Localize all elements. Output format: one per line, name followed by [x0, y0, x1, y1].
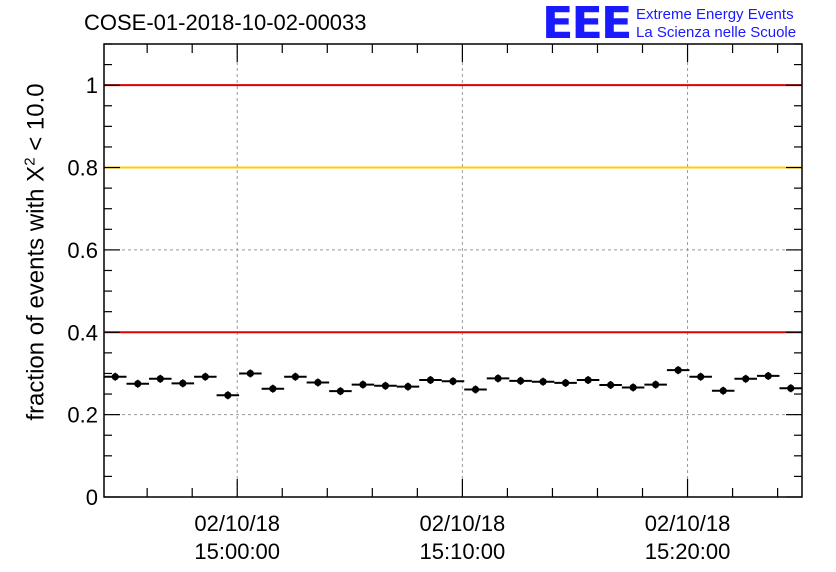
data-point	[674, 366, 682, 374]
data-point	[426, 376, 435, 384]
y-axis-label: fraction of events with X2 < 10.0	[22, 83, 51, 420]
y-tick-label: 1	[86, 73, 98, 98]
data-point	[629, 383, 637, 392]
tick-labels: 0 0.2 0.4 0.6 0.8 1 02/10/18 15:00:00 02/10/18 15…	[67, 73, 730, 564]
data-point	[652, 380, 660, 389]
chart-title: COSE-01-2018-10-02-00033	[84, 10, 367, 35]
reference-lines	[104, 84, 802, 334]
x-tick-label-date: 02/10/18	[420, 511, 506, 536]
y-tick-label: 0	[86, 485, 98, 510]
y-axis-label-part-2: < 10.0	[22, 83, 50, 158]
x-tick-label-time: 15:00:00	[194, 539, 280, 564]
data-point	[787, 384, 795, 392]
data-point	[494, 374, 502, 382]
data-point	[449, 377, 457, 385]
data-point	[201, 373, 209, 381]
data-point	[697, 373, 705, 381]
data-point	[179, 379, 187, 387]
data-point	[134, 380, 142, 388]
data-point	[584, 376, 592, 384]
grid-lines	[104, 44, 802, 497]
x-tick-label-time: 15:20:00	[645, 539, 731, 564]
data-point	[291, 373, 299, 381]
x-tick-label-date: 02/10/18	[645, 511, 731, 536]
data-point	[764, 372, 772, 380]
data-point	[224, 391, 232, 399]
data-point	[516, 377, 525, 385]
data-point	[381, 382, 390, 390]
y-axis-label-part-1: fraction of events with X	[22, 165, 50, 421]
data-point	[156, 375, 164, 383]
logo-mark: EEE	[541, 0, 632, 49]
y-tick-label: 0.6	[67, 238, 98, 263]
data-point	[111, 373, 119, 381]
data-point	[719, 387, 727, 395]
data-point	[539, 378, 547, 386]
data-point	[561, 379, 570, 387]
data-point	[471, 385, 480, 394]
y-axis-label-superscript: 2	[21, 157, 39, 166]
eee-logo: EEE Extreme Energy Events La Scienza nel…	[541, 0, 796, 49]
data-point	[742, 375, 750, 383]
logo-text: Extreme Energy Events La Scienza nelle S…	[636, 6, 796, 42]
data-point	[246, 369, 254, 378]
data-point	[336, 387, 345, 395]
data-point	[607, 381, 615, 389]
y-tick-label: 0.2	[67, 403, 98, 428]
axes	[103, 43, 803, 498]
data-point	[404, 383, 412, 391]
y-tick-label: 0.4	[67, 320, 98, 345]
x-tick-label-time: 15:10:00	[420, 539, 506, 564]
logo-line-2: La Scienza nelle Scuole	[636, 24, 797, 41]
x-tick-label-date: 02/10/18	[194, 511, 280, 536]
data-point	[269, 385, 277, 393]
logo-line-1: Extreme Energy Events	[636, 6, 794, 23]
y-tick-label: 0.8	[67, 156, 98, 181]
plot-frame	[103, 43, 803, 498]
data-point	[359, 380, 367, 389]
data-points	[104, 366, 802, 400]
data-point	[314, 378, 322, 387]
